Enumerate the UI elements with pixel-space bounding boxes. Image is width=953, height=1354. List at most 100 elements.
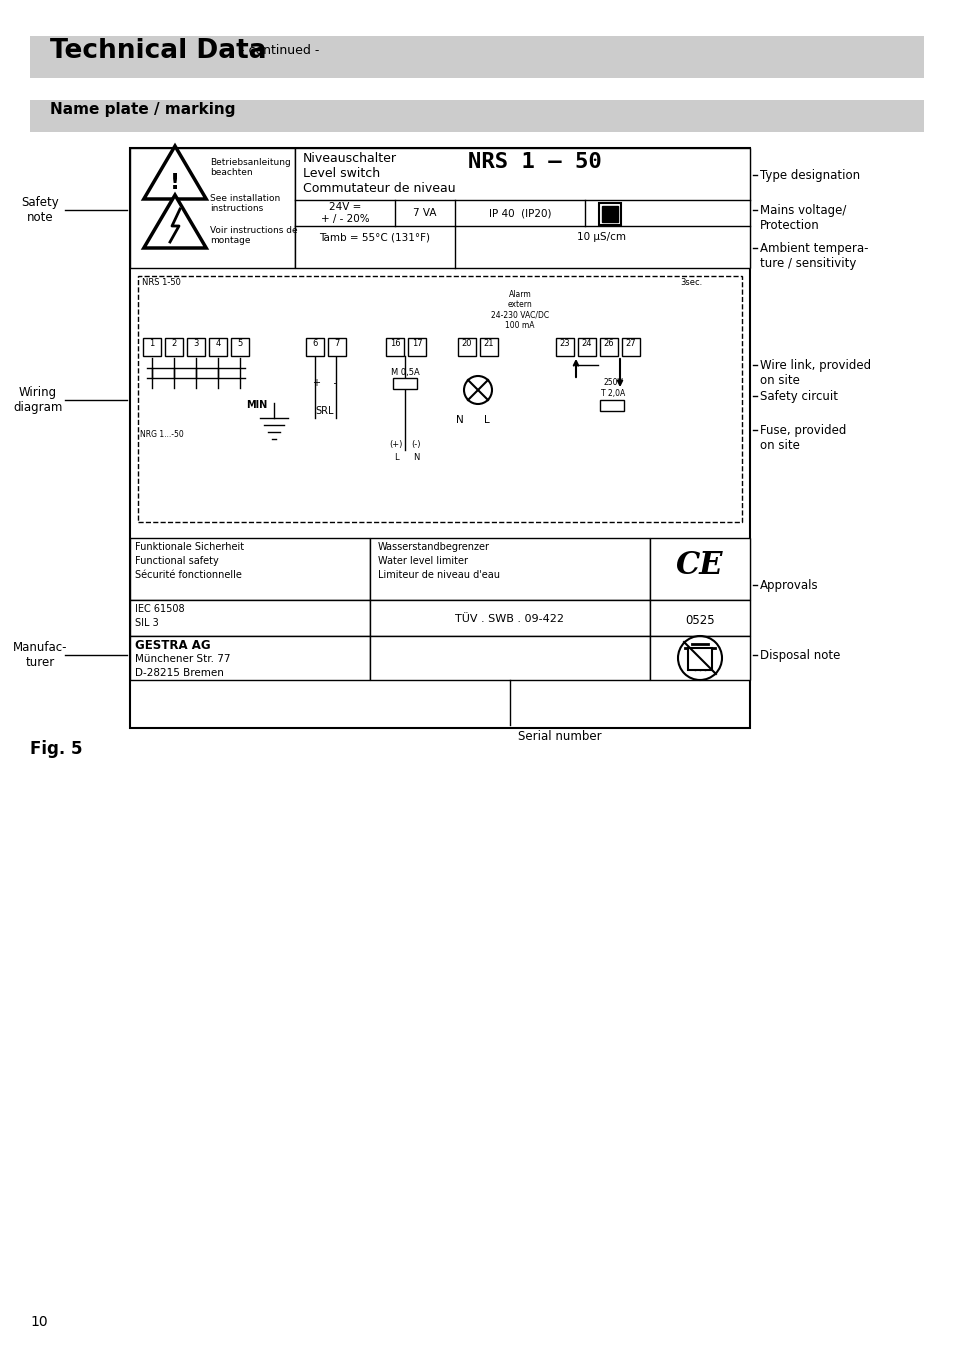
Bar [457,338,476,356]
Polygon shape [144,195,206,248]
Bar [306,338,324,356]
Text: Safety
note: Safety note [21,196,59,223]
Text: - continued -: - continued - [240,43,319,57]
Bar [556,338,574,356]
Text: 3sec.: 3sec. [679,278,701,287]
Bar [601,206,618,222]
Bar [408,338,426,356]
Text: D-28215 Bremen: D-28215 Bremen [135,668,224,678]
Text: Wiring
diagram: Wiring diagram [13,386,63,414]
Text: SRL: SRL [315,406,334,416]
Text: Münchener Str. 77: Münchener Str. 77 [135,654,231,663]
Bar [649,636,749,680]
Text: 250V: 250V [602,378,622,387]
Text: Water level limiter: Water level limiter [377,556,468,566]
Text: 21: 21 [483,338,494,348]
Bar [479,338,497,356]
Text: Level switch: Level switch [303,167,379,180]
Text: L: L [483,414,489,425]
Text: 6: 6 [312,338,317,348]
Text: N: N [456,414,463,425]
Text: Funktionale Sicherheit: Funktionale Sicherheit [135,542,244,552]
Text: Commutateur de niveau: Commutateur de niveau [303,181,456,195]
Bar [393,378,416,389]
Bar [138,276,741,523]
Polygon shape [144,146,206,199]
Text: 10: 10 [30,1315,48,1330]
Text: (-): (-) [411,440,420,450]
Bar [599,338,618,356]
Bar [598,203,620,225]
Bar [165,338,183,356]
Text: IEC 61508: IEC 61508 [135,604,185,613]
Text: Niveauschalter: Niveauschalter [303,152,396,165]
Bar [30,37,923,79]
Text: Approvals: Approvals [760,580,818,592]
Text: N: N [413,454,418,462]
Text: Technical Data: Technical Data [50,38,266,64]
Text: (+): (+) [389,440,402,450]
Text: Name plate / marking: Name plate / marking [50,102,235,116]
Text: Wire link, provided
on site: Wire link, provided on site [760,359,870,387]
Bar [294,148,749,268]
Text: Fig. 5: Fig. 5 [30,741,82,758]
Bar [370,538,649,600]
Bar [30,100,923,131]
Text: Functional safety: Functional safety [135,556,218,566]
Bar [370,600,649,636]
Text: See installation
instructions: See installation instructions [210,194,280,214]
Bar [130,538,370,600]
Text: !: ! [170,173,180,194]
Bar [649,600,749,636]
Text: Sécurité fonctionnelle: Sécurité fonctionnelle [135,570,242,580]
Text: Alarm
extern
24-230 VAC/DC
100 mA: Alarm extern 24-230 VAC/DC 100 mA [491,290,549,330]
Text: 7: 7 [334,338,339,348]
Text: +    -: + - [313,378,336,389]
Bar [130,600,370,636]
Bar [130,148,294,268]
Text: 24V =
+ / - 20%: 24V = + / - 20% [320,202,369,223]
Text: M 0,5A: M 0,5A [390,368,419,376]
Text: T 2,0A: T 2,0A [600,389,624,398]
Bar [687,649,711,670]
Bar [599,399,623,412]
Text: 26: 26 [603,338,614,348]
Text: Safety circuit: Safety circuit [760,390,837,403]
Text: MIN: MIN [246,399,267,410]
Text: Betriebsanleitung
beachten: Betriebsanleitung beachten [210,158,291,177]
Text: Mains voltage/
Protection: Mains voltage/ Protection [760,204,845,232]
Bar [130,636,370,680]
Text: NRS 1-50: NRS 1-50 [142,278,181,287]
Text: NRS 1 – 50: NRS 1 – 50 [468,152,601,172]
Text: Voir instructions de
montage: Voir instructions de montage [210,226,297,245]
Text: CE: CE [676,551,723,581]
Bar [328,338,346,356]
Text: NRG 1...-50: NRG 1...-50 [140,431,184,439]
Text: Fuse, provided
on site: Fuse, provided on site [760,424,845,452]
Text: 4: 4 [215,338,220,348]
Text: 23: 23 [559,338,570,348]
Text: Serial number: Serial number [517,730,601,743]
Text: 2: 2 [172,338,176,348]
Text: Type designation: Type designation [760,169,860,181]
Text: Tamb = 55°C (131°F): Tamb = 55°C (131°F) [319,232,430,242]
Bar [209,338,227,356]
Bar [578,338,596,356]
Text: 16: 16 [389,338,400,348]
Text: 17: 17 [412,338,422,348]
Bar [370,636,649,680]
Text: Limiteur de niveau d'eau: Limiteur de niveau d'eau [377,570,499,580]
Text: IP 40  (IP20): IP 40 (IP20) [488,209,551,218]
Text: GESTRA AG: GESTRA AG [135,639,211,653]
Text: 20: 20 [461,338,472,348]
Text: L: L [394,454,398,462]
Text: 5: 5 [237,338,242,348]
Text: 3: 3 [193,338,198,348]
Text: 24: 24 [581,338,592,348]
Bar [621,338,639,356]
Bar [386,338,403,356]
Text: 1: 1 [150,338,154,348]
Text: Disposal note: Disposal note [760,649,840,662]
Bar [649,538,749,600]
Bar [231,338,249,356]
